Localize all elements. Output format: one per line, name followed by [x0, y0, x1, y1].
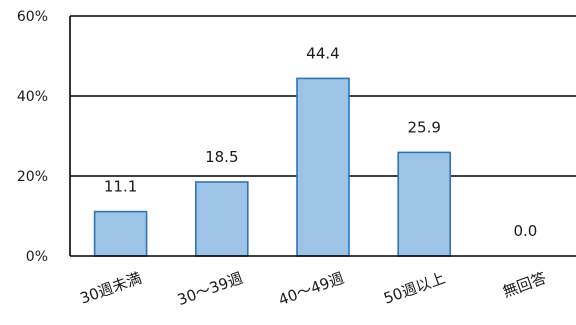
data-label-4: 0.0 [513, 222, 537, 240]
bar-0 [93, 210, 148, 257]
category-label-0: 30週未満 [78, 269, 144, 308]
category-labels: 30週未満 30～39週 40～49週 50週以上 無回答 [78, 269, 549, 309]
y-tick-label: 20% [17, 169, 48, 185]
bars [93, 77, 452, 257]
y-tick-label: 40% [17, 89, 48, 105]
axes [69, 16, 576, 257]
bar-2 [296, 77, 350, 257]
y-tick-label: 0% [26, 249, 48, 265]
category-label-4: 無回答 [500, 269, 548, 301]
data-labels: 11.1 18.5 44.4 25.9 0.0 [104, 44, 537, 240]
category-label-1: 30～39週 [175, 269, 245, 309]
y-tick-label: 60% [17, 9, 48, 25]
data-label-0: 11.1 [104, 178, 137, 196]
bar-3 [397, 151, 452, 257]
data-label-2: 44.4 [306, 44, 339, 62]
data-label-1: 18.5 [205, 148, 238, 166]
data-label-3: 25.9 [407, 118, 440, 136]
bar-1 [195, 181, 249, 257]
category-label-3: 50週以上 [381, 269, 447, 308]
category-label-2: 40～49週 [276, 269, 346, 309]
y-tick-labels: 0% 20% 40% 60% [17, 9, 48, 265]
